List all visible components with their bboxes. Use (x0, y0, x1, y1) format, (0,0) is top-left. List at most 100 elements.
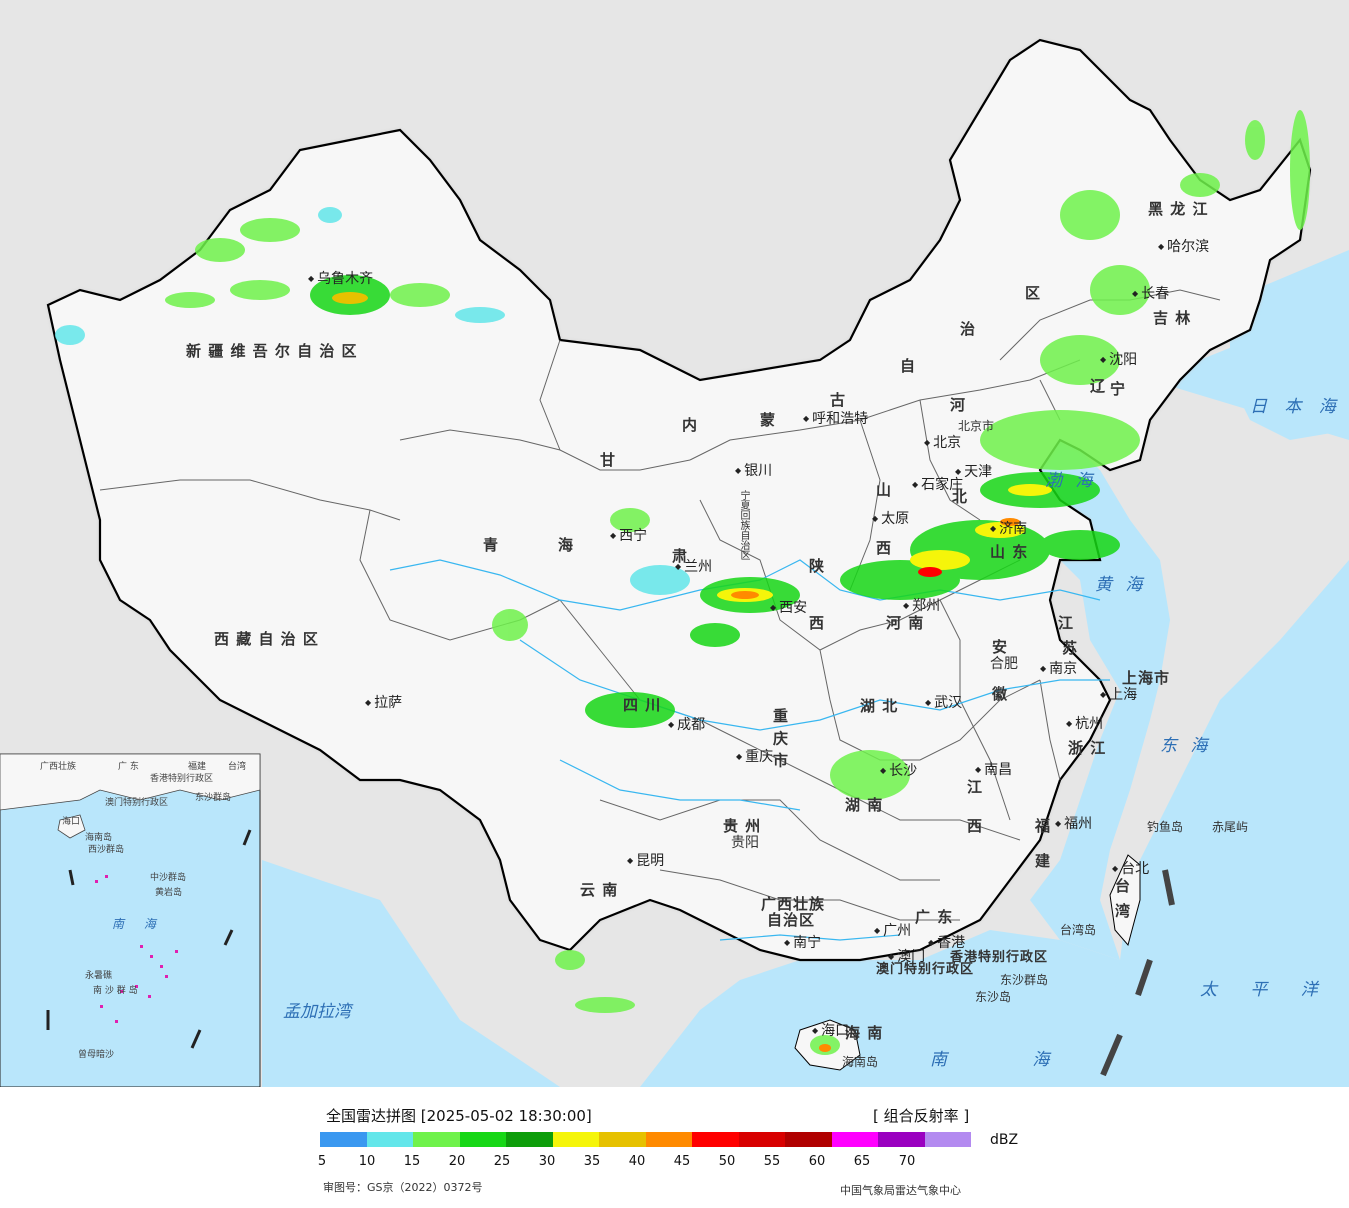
label-hainan-island: 海南岛 (842, 1055, 879, 1069)
label-kunming: 昆明 (627, 850, 664, 870)
label-sea-of-japan: 日 本 海 (1250, 397, 1342, 417)
label-chongqing-city: 重 庆 市 (771, 708, 789, 769)
label-taiwan-island: 台湾岛 (1060, 923, 1097, 937)
color-scale-tick: 60 (808, 1154, 826, 1169)
color-swatch (320, 1132, 367, 1147)
label-sichuan: 四 川 (623, 696, 662, 714)
color-swatch (552, 1132, 599, 1147)
map-labels: .pl{position:absolute;font-size:15px;fon… (0, 0, 1349, 1087)
inset-label-yongshu: 永暑礁 (85, 971, 113, 981)
color-swatch (459, 1132, 506, 1147)
label-jinan: 济南 (990, 518, 1027, 538)
inset-label-dongsha: 东沙群岛 (195, 793, 232, 803)
label-macau-sar: 澳门特别行政区 (876, 962, 975, 977)
label-shanxi-2: 西 (876, 539, 893, 557)
label-nmg-2: 蒙 (760, 411, 777, 429)
label-anhui-1: 安 (992, 638, 1009, 656)
label-qinghai-2: 海 (558, 536, 575, 554)
label-shanxi-1: 山 (876, 481, 893, 499)
label-guiyang: 贵阳 (731, 835, 759, 851)
color-swatch (599, 1132, 646, 1147)
color-scale-tick: 45 (673, 1154, 691, 1169)
label-tibet: 西 藏 自 治 区 (214, 630, 319, 648)
label-jiangsu-2: 苏 (1062, 639, 1079, 657)
legend-credit: 中国气象局雷达气象中心 (840, 1184, 961, 1197)
sea-south (640, 930, 1120, 1087)
color-scale-tick: 50 (718, 1154, 736, 1169)
inset-label-guangxi: 广西壮族 (40, 762, 77, 772)
label-taiyuan: 太原 (872, 508, 909, 528)
color-scale-tick: 25 (493, 1154, 511, 1169)
color-swatch (413, 1132, 460, 1147)
inset-label-xisha: 西沙群岛 (88, 845, 125, 855)
label-shandong: 山 东 (990, 543, 1029, 561)
inset-label-hainan-island: 海南岛 (85, 833, 113, 843)
label-beijing-city: 北京市 (958, 419, 995, 433)
color-swatch (785, 1132, 832, 1147)
color-scale-tick: 70 (898, 1154, 916, 1169)
legend-product: [ 组合反射率 ] (873, 1107, 970, 1125)
inset-label-macau-sar: 澳门特别行政区 (105, 798, 169, 808)
color-scale-tick: 65 (853, 1154, 871, 1169)
label-wuhan: 武汉 (925, 692, 962, 712)
color-scale-tick: 15 (403, 1154, 421, 1169)
label-dongsha-islands: 东沙群岛 (1000, 973, 1049, 987)
legend-panel: 全国雷达拼图 [2025-05-02 18:30:00] [ 组合反射率 ] 5… (0, 1087, 1349, 1208)
label-pacific: 太 平 洋 (1200, 980, 1332, 1000)
label-liaoning-1: 辽 (1090, 377, 1107, 395)
label-lhasa: 拉萨 (365, 692, 402, 712)
label-chongqing: 重庆 (736, 746, 773, 766)
label-shanghai-city: 上海市 (1122, 669, 1171, 687)
inset-label-nansha: 南 沙 群 岛 (93, 986, 138, 996)
inset-label-fujian: 福建 (188, 762, 207, 772)
label-shaanxi-1: 陕 (809, 557, 826, 575)
label-hangzhou: 杭州 (1066, 713, 1103, 733)
legend-unit: dBZ (990, 1132, 1019, 1148)
label-taibei: 台北 (1112, 858, 1149, 878)
label-shanghai: 上海 (1100, 684, 1137, 704)
label-hk-sar: 香港特别行政区 (950, 950, 1049, 965)
color-scale-tick: 55 (763, 1154, 781, 1169)
label-shaanxi-2: 西 (809, 614, 826, 632)
inset-label-taiwan: 台湾 (228, 762, 247, 772)
label-east-sea: 东 海 (1160, 736, 1212, 756)
label-liaoning-2: 宁 (1110, 380, 1127, 398)
inset-label-zengmu: 曾母暗沙 (78, 1050, 115, 1060)
label-tianjin: 天津 (955, 461, 992, 481)
label-jiangxi-1: 江 (967, 778, 984, 796)
label-xinjiang: 新 疆 维 吾 尔 自 治 区 (186, 342, 358, 360)
label-fujian-1: 福 (1035, 817, 1052, 835)
label-jiangxi-2: 西 (967, 817, 984, 835)
label-nmg-3: 古 (830, 391, 847, 409)
label-hubei: 湖 北 (860, 697, 899, 715)
label-qinghai-1: 青 (483, 536, 500, 554)
label-bohai: 渤 海 (1045, 471, 1097, 491)
label-harbin: 哈尔滨 (1158, 236, 1209, 256)
label-bay-of-bengal: 孟加拉湾 (283, 1002, 351, 1022)
label-heilongjiang: 黑 龙 江 (1148, 200, 1209, 218)
label-guangxi-2: 自治区 (767, 911, 816, 929)
label-anhui-2: 徽 (992, 685, 1009, 703)
label-gansu-1: 甘 (600, 451, 617, 469)
label-hebei-1: 河 (950, 396, 967, 414)
color-swatch (831, 1132, 878, 1147)
sea-yellow-bohai (1010, 430, 1170, 960)
inset-label-guangdong: 广 东 (118, 762, 139, 772)
color-scale-tick: 40 (628, 1154, 646, 1169)
label-taiwan-1: 台 (1115, 877, 1132, 895)
label-urumqi: 乌鲁木齐 (308, 268, 373, 288)
label-fuzhou: 福州 (1055, 813, 1092, 833)
label-nanning: 南宁 (784, 932, 821, 952)
inset-label-hk-sar: 香港特别行政区 (150, 774, 214, 784)
label-shijiazhuang: 石家庄 (912, 474, 963, 494)
legend-title: 全国雷达拼图 [2025-05-02 18:30:00] (326, 1107, 592, 1125)
label-xian: 西安 (770, 597, 807, 617)
label-changchun: 长春 (1132, 283, 1169, 303)
label-macau: 澳门 (888, 946, 925, 966)
label-nmg-4: 自 (900, 357, 917, 375)
label-xining: 西宁 (610, 525, 647, 545)
label-lanzhou: 兰州 (675, 556, 712, 576)
label-zhejiang: 浙 江 (1068, 739, 1107, 757)
inset-label-haikou: 海口 (62, 817, 81, 827)
label-dongsha-island: 东沙岛 (975, 990, 1012, 1004)
